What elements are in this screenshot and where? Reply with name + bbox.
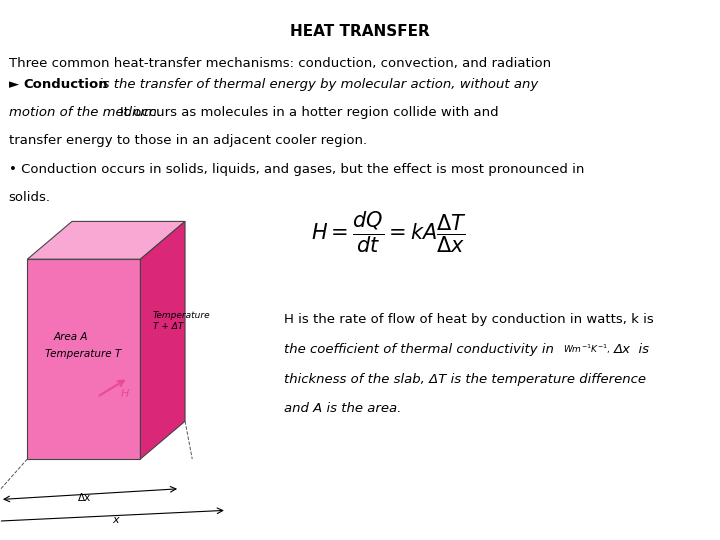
- Text: and A is the area.: and A is the area.: [284, 402, 402, 415]
- Text: H: H: [120, 389, 129, 399]
- Text: Δx  is: Δx is: [614, 343, 650, 356]
- Text: Three common heat-transfer mechanisms: conduction, convection, and radiation: Three common heat-transfer mechanisms: c…: [9, 57, 551, 70]
- Text: thickness of the slab, ΔT is the temperature difference: thickness of the slab, ΔT is the tempera…: [284, 373, 647, 386]
- Text: It occurs as molecules in a hotter region collide with and: It occurs as molecules in a hotter regio…: [120, 106, 499, 119]
- Polygon shape: [27, 259, 140, 459]
- Text: solids.: solids.: [9, 191, 50, 204]
- Text: Temperature T: Temperature T: [45, 349, 122, 359]
- Text: is the transfer of thermal energy by molecular action, without any: is the transfer of thermal energy by mol…: [99, 78, 538, 91]
- Text: $W m^{-1} K^{-1}$,: $W m^{-1} K^{-1}$,: [563, 343, 611, 356]
- Text: ►: ►: [9, 78, 19, 91]
- Text: HEAT TRANSFER: HEAT TRANSFER: [290, 24, 430, 39]
- Polygon shape: [140, 221, 185, 459]
- Text: $H = \dfrac{dQ}{dt} = kA\dfrac{\Delta T}{\Delta x}$: $H = \dfrac{dQ}{dt} = kA\dfrac{\Delta T}…: [311, 210, 467, 255]
- Text: • Conduction occurs in solids, liquids, and gases, but the effect is most pronou: • Conduction occurs in solids, liquids, …: [9, 163, 584, 176]
- Polygon shape: [27, 221, 185, 259]
- Text: the coefficient of thermal conductivity in: the coefficient of thermal conductivity …: [284, 343, 559, 356]
- Text: Area A: Area A: [54, 333, 89, 342]
- Text: T + ΔT: T + ΔT: [153, 322, 183, 331]
- Text: Δx: Δx: [78, 493, 91, 503]
- Text: H is the rate of flow of heat by conduction in watts, k is: H is the rate of flow of heat by conduct…: [284, 313, 654, 326]
- Text: x: x: [112, 515, 119, 525]
- Text: motion of the medium.: motion of the medium.: [9, 106, 161, 119]
- Text: transfer energy to those in an adjacent cooler region.: transfer energy to those in an adjacent …: [9, 134, 366, 147]
- Text: Temperature: Temperature: [153, 312, 210, 320]
- Text: Conduction: Conduction: [24, 78, 109, 91]
